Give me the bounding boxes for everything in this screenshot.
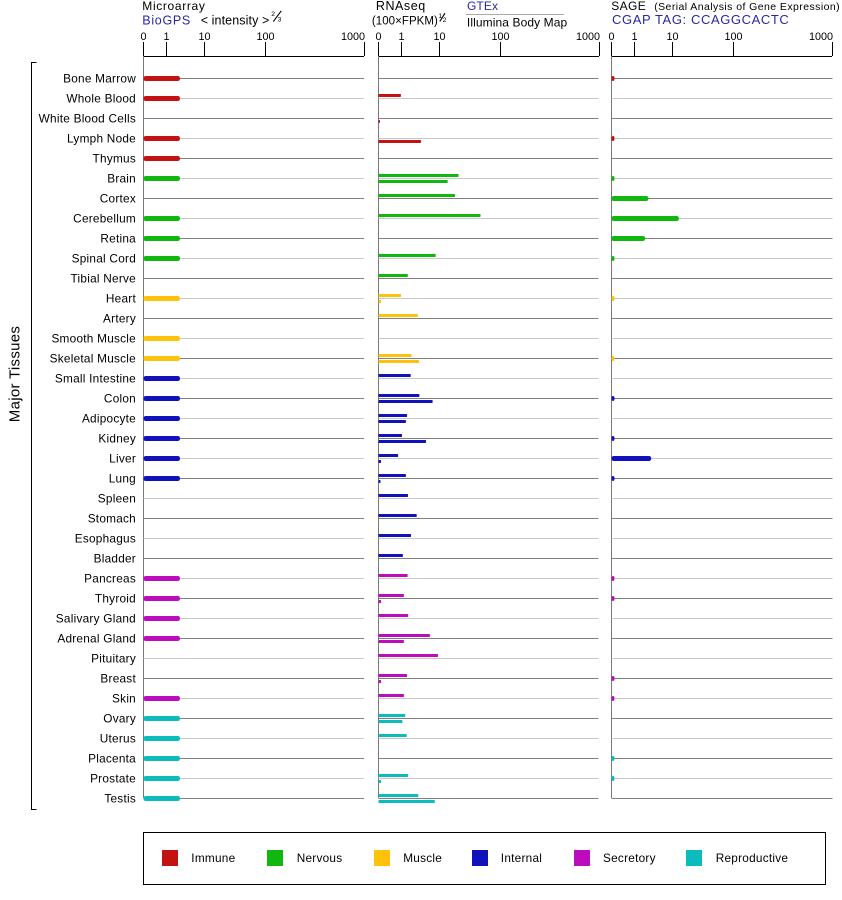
svg-text:BioGPS: BioGPS: [142, 14, 191, 28]
svg-text:Kidney: Kidney: [98, 431, 136, 445]
svg-text:10: 10: [666, 31, 678, 43]
svg-text:Adrenal Gland: Adrenal Gland: [57, 631, 136, 645]
svg-text:Immune: Immune: [191, 851, 235, 865]
svg-text:Spleen: Spleen: [98, 491, 136, 505]
svg-text:Colon: Colon: [104, 391, 136, 405]
svg-text:1000: 1000: [576, 31, 600, 43]
svg-text:Skin: Skin: [112, 691, 136, 705]
svg-text:Stomach: Stomach: [88, 511, 136, 525]
svg-text:1: 1: [438, 13, 442, 20]
svg-text:Esophagus: Esophagus: [75, 531, 136, 545]
svg-text:Heart: Heart: [106, 291, 137, 305]
svg-text:1: 1: [398, 31, 404, 43]
svg-text:Breast: Breast: [100, 671, 136, 685]
svg-text:Prostate: Prostate: [90, 771, 136, 785]
svg-text:Reproductive: Reproductive: [716, 851, 789, 865]
svg-text:Whole Blood: Whole Blood: [66, 91, 136, 105]
svg-text:Placenta: Placenta: [88, 751, 136, 765]
svg-text:2: 2: [271, 11, 275, 18]
svg-text:Pituitary: Pituitary: [91, 651, 136, 665]
svg-text:1: 1: [631, 31, 637, 43]
svg-text:0: 0: [140, 31, 146, 43]
svg-text:Small Intestine: Small Intestine: [55, 371, 136, 385]
svg-text:Major Tissues: Major Tissues: [7, 326, 24, 422]
svg-text:100: 100: [724, 31, 742, 43]
svg-text:0: 0: [375, 31, 381, 43]
svg-text:(Serial Analysis of Gene Expre: (Serial Analysis of Gene Expression): [654, 1, 840, 13]
svg-text:Uterus: Uterus: [100, 731, 136, 745]
svg-text:Cortex: Cortex: [100, 191, 136, 205]
svg-text:Secretory: Secretory: [603, 851, 656, 865]
svg-text:1000: 1000: [809, 31, 833, 43]
svg-text:Skeletal Muscle: Skeletal Muscle: [50, 351, 137, 365]
svg-text:RNAseq: RNAseq: [376, 0, 426, 13]
svg-text:Bone Marrow: Bone Marrow: [63, 71, 136, 85]
svg-text:Cerebellum: Cerebellum: [73, 211, 136, 225]
svg-text:SAGE: SAGE: [611, 0, 646, 13]
svg-text:Artery: Artery: [103, 311, 136, 325]
svg-text:Pancreas: Pancreas: [84, 571, 136, 585]
svg-text:Microarray: Microarray: [142, 0, 205, 13]
svg-text:Tibial Nerve: Tibial Nerve: [71, 271, 137, 285]
svg-text:100: 100: [491, 31, 509, 43]
svg-text:GTEx: GTEx: [467, 0, 498, 13]
svg-text:White Blood Cells: White Blood Cells: [39, 111, 136, 125]
svg-text:10: 10: [433, 31, 445, 43]
svg-text:Internal: Internal: [501, 851, 542, 865]
svg-text:Thymus: Thymus: [93, 151, 136, 165]
svg-text:Thyroid: Thyroid: [95, 591, 136, 605]
svg-text:2: 2: [443, 17, 447, 24]
svg-text:(100×FPKM): (100×FPKM): [372, 16, 438, 28]
svg-text:Testis: Testis: [104, 791, 136, 805]
svg-text:Retina: Retina: [100, 231, 136, 245]
svg-text:Nervous: Nervous: [297, 851, 343, 865]
svg-text:Bladder: Bladder: [94, 551, 136, 565]
svg-text:Lymph Node: Lymph Node: [67, 131, 136, 145]
svg-text:Muscle: Muscle: [403, 851, 442, 865]
svg-text:10: 10: [198, 31, 210, 43]
svg-text:100: 100: [256, 31, 274, 43]
svg-text:1: 1: [163, 31, 169, 43]
svg-text:1000: 1000: [341, 31, 365, 43]
svg-text:< intensity >: < intensity >: [201, 14, 270, 28]
svg-text:Spinal Cord: Spinal Cord: [72, 251, 136, 265]
svg-text:Illumina Body Map: Illumina Body Map: [467, 15, 568, 29]
svg-text:Lung: Lung: [109, 471, 136, 485]
svg-text:3: 3: [278, 17, 282, 24]
svg-text:Salivary Gland: Salivary Gland: [56, 611, 136, 625]
svg-text:CGAP TAG: CCAGGCACTC: CGAP TAG: CCAGGCACTC: [612, 12, 789, 27]
svg-text:Liver: Liver: [109, 451, 136, 465]
svg-text:Ovary: Ovary: [103, 711, 136, 725]
svg-text:0: 0: [608, 31, 614, 43]
svg-text:Adipocyte: Adipocyte: [82, 411, 136, 425]
svg-text:Smooth Muscle: Smooth Muscle: [51, 331, 136, 345]
svg-text:Brain: Brain: [107, 171, 136, 185]
